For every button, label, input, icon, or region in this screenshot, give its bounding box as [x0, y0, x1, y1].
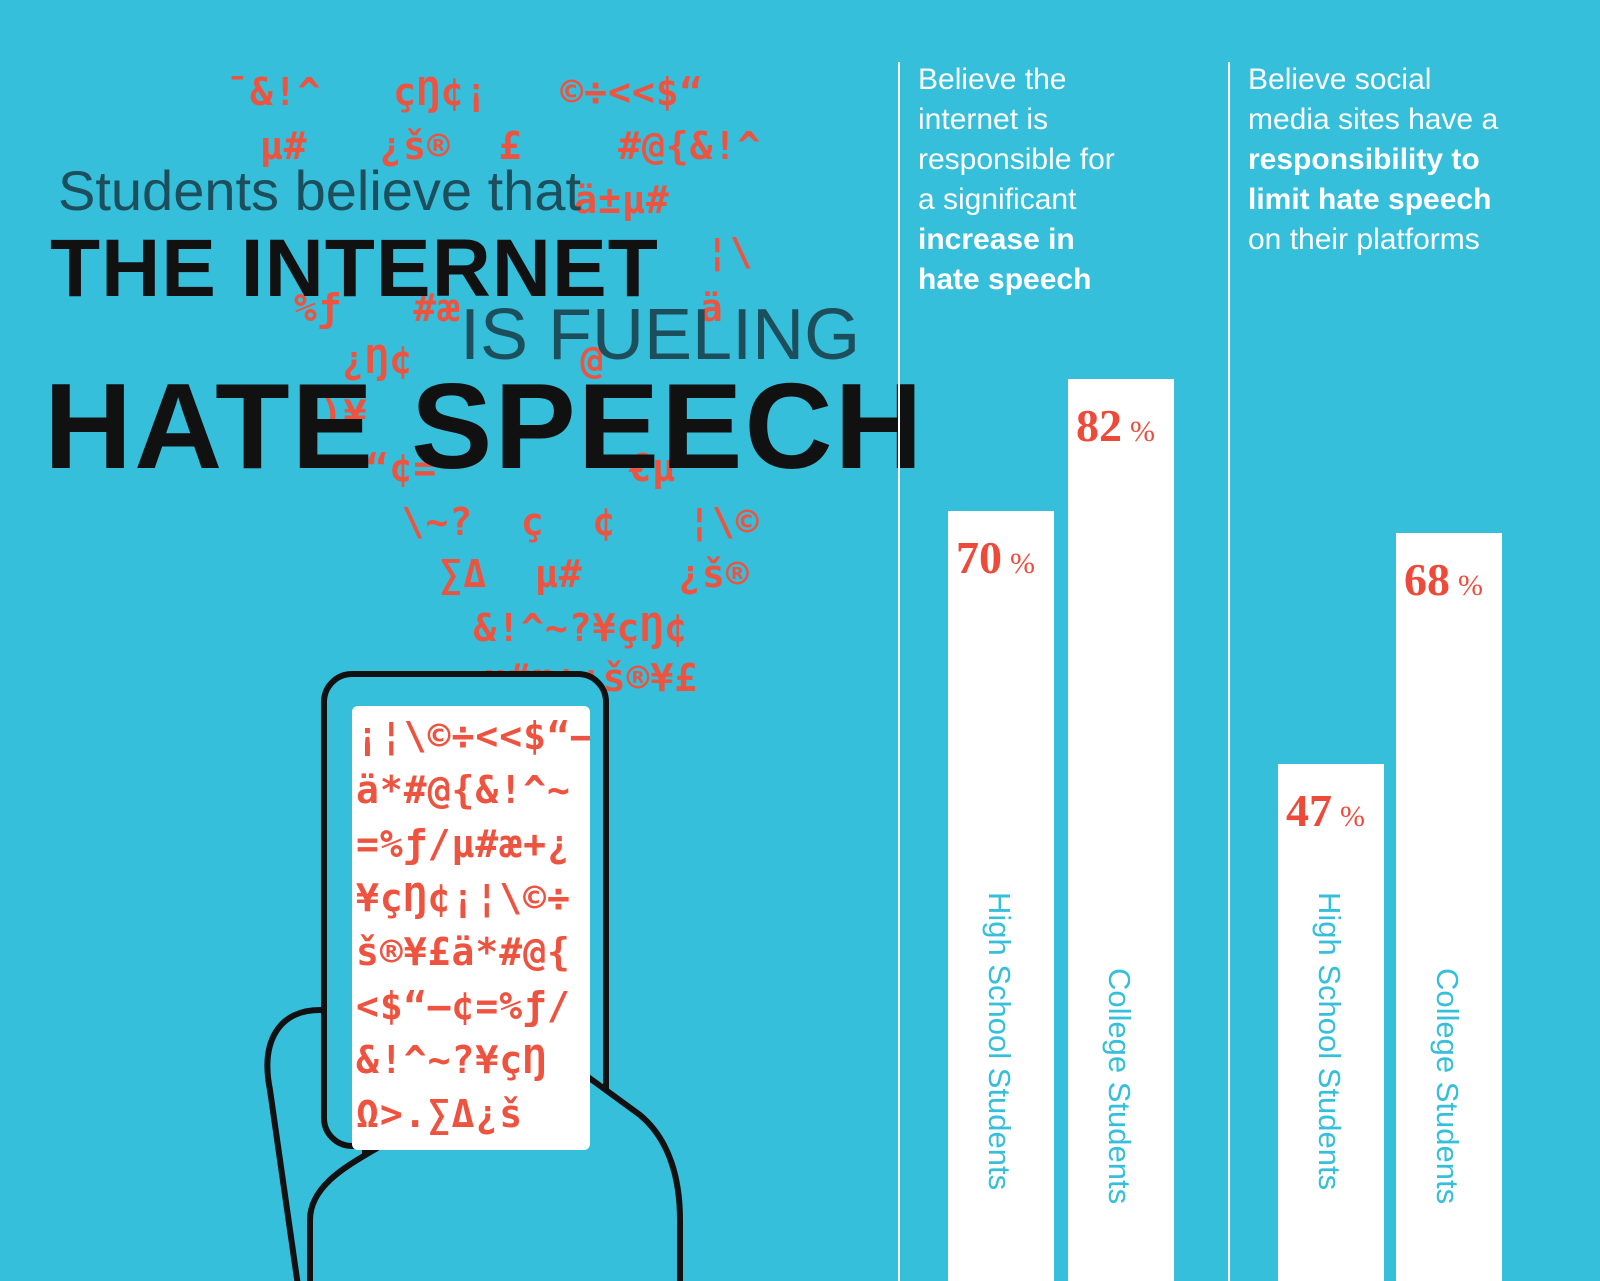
glyph-row: µ# ¿š® £ #@{&!^ [236, 124, 762, 168]
glyph-row: ä±µ# [240, 178, 670, 222]
glyph-row: ∑Δ µ# ¿š® [320, 552, 750, 596]
bar-category-label: High School Students [1312, 892, 1347, 1190]
chart-title-line: a significant [918, 183, 1077, 216]
headline-line-4: HATE SPEECH [44, 358, 925, 494]
bar [1068, 379, 1174, 1281]
glyph-row: \~? ç ¢ ¦\© [306, 500, 760, 544]
chart-title-line: limit hate speech [1248, 183, 1492, 216]
headline-line-3: IS FUELING [460, 295, 861, 375]
chart-title-line: media sites have a [1248, 103, 1499, 136]
phone-text-row: &!^~?¥çŊ [356, 1038, 548, 1082]
chart-2-title: Believe social media sites have a responsi… [1248, 60, 1498, 260]
phone-text-row: ¥çŊ¢¡¦\©÷ [356, 876, 571, 920]
glyph-row: ¯&!^ çŊ¢¡ ©÷<<$“ [226, 70, 704, 114]
headline-line-2: THE INTERNET [50, 223, 659, 314]
bar-unit-label: % [1458, 569, 1483, 602]
chart-title-line: Believe social [1248, 63, 1432, 96]
glyph-row: &!^~?¥çŊ¢ [330, 606, 689, 650]
bar-category-label: High School Students [982, 892, 1017, 1190]
bar-unit-label: % [1010, 547, 1035, 580]
bar-unit-label: % [1130, 415, 1155, 448]
phone-text-row: Ω>.∑Δ¿š [356, 1092, 524, 1136]
chart-title-line: increase in [918, 223, 1075, 256]
chart-1-title: Believe the internet is responsible for a s… [918, 60, 1115, 300]
bar-value-label: 70 [956, 532, 1002, 583]
headline-line-1: Students believe that [58, 159, 582, 222]
chart-title-line: internet is [918, 103, 1049, 136]
bar-unit-label: % [1340, 800, 1365, 833]
phone-text-row: =%ƒ/µ#æ+¿ [356, 822, 571, 866]
glyph-row: %ƒ #æ ä [270, 286, 724, 330]
panel-divider [1228, 62, 1230, 1281]
phone-text-row: š®¥£ä*#@{ [356, 930, 571, 974]
chart-title-line: responsible for [918, 143, 1115, 176]
bar [948, 511, 1054, 1281]
phone-text-row: ä*#@{&!^~ [356, 768, 571, 812]
chart-title-line: Believe the [918, 63, 1067, 96]
glyph-row: “¢= €µ [294, 446, 677, 490]
panel-divider [898, 62, 900, 1281]
phone-text-row: <$“–¢=%ƒ/ [356, 984, 571, 1028]
bar-value-label: 68 [1404, 554, 1450, 605]
phone-screen: ¡¦\©÷<<$“– ä*#@{&!^~ =%ƒ/µ#æ+¿ ¥çŊ¢¡¦\©÷ š®¥… [352, 706, 590, 1150]
glyph-row: ¿Ŋ¢ @ [270, 338, 605, 382]
glyph-row: )¥ [272, 392, 798, 436]
chart-title-line: responsibility to [1248, 143, 1480, 176]
bar-value-label: 47 [1286, 785, 1332, 836]
bar-value-label: 82 [1076, 400, 1122, 451]
bar-category-label: College Students [1102, 968, 1137, 1204]
bar [1278, 764, 1384, 1281]
chart-title-line: hate speech [918, 263, 1092, 296]
glyph-row: ¦\ [300, 230, 754, 274]
bar-category-label: College Students [1430, 968, 1465, 1204]
bar [1396, 533, 1502, 1281]
chart-title-line: on their platforms [1248, 223, 1480, 256]
phone-text-row: ¡¦\©÷<<$“– [356, 714, 590, 758]
